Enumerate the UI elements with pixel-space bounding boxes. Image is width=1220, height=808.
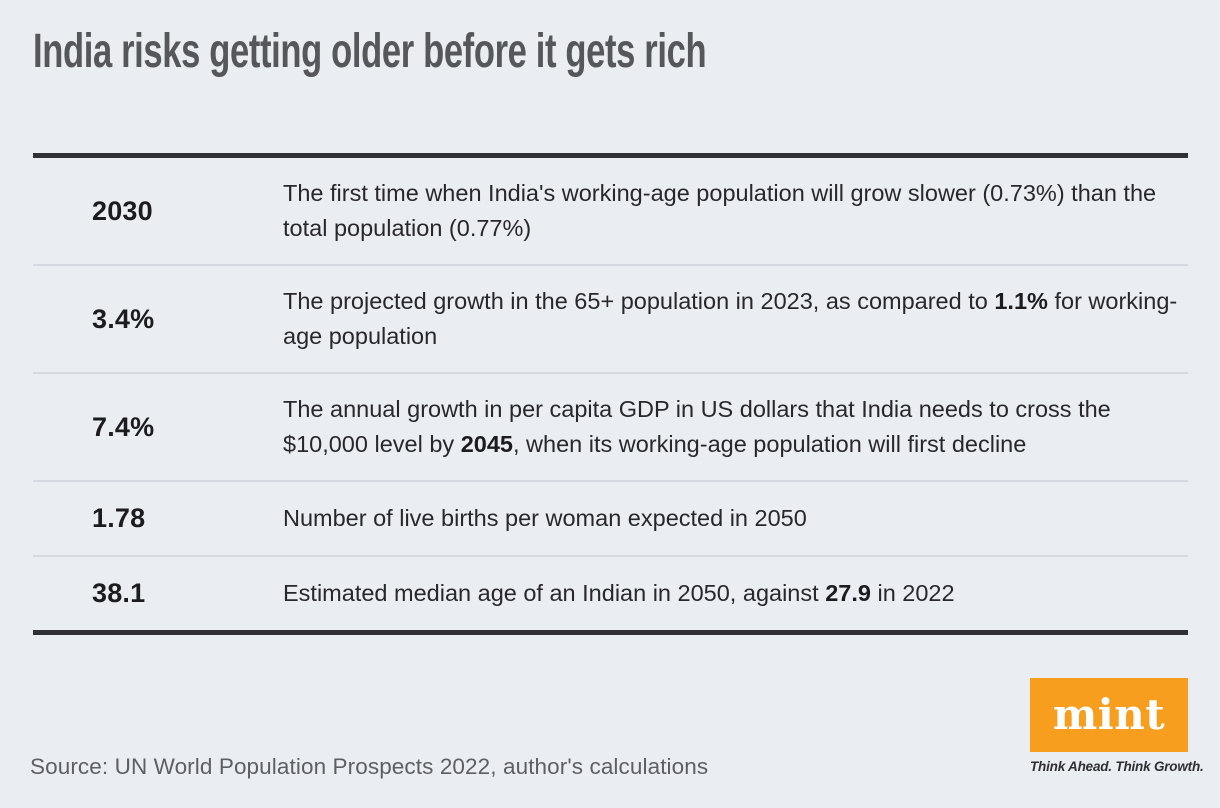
stat-value: 1.78 (92, 503, 146, 533)
table-row: 2030 The first time when India's working… (33, 158, 1188, 264)
description-highlight: 1.1% (994, 288, 1048, 314)
table-row: 3.4% The projected growth in the 65+ pop… (33, 264, 1188, 372)
description-text: Estimated median age of an Indian in 205… (283, 580, 826, 606)
table-row: 7.4% The annual growth in per capita GDP… (33, 372, 1188, 480)
description-text: The first time when India's working-age … (283, 180, 1157, 241)
mint-logo-wordmark: mint (1052, 690, 1166, 739)
stats-table: 2030 The first time when India's working… (33, 153, 1188, 635)
stat-description: The first time when India's working-age … (283, 176, 1188, 246)
table-row: 38.1 Estimated median age of an Indian i… (33, 555, 1188, 630)
stat-value: 3.4% (92, 303, 155, 334)
stat-description: The projected growth in the 65+ populati… (283, 284, 1188, 354)
table-row: 1.78 Number of live births per woman exp… (33, 480, 1188, 555)
description-text: for working-age population (283, 288, 1178, 349)
description-text: in 2022 (870, 580, 955, 606)
source-note: Source: UN World Population Prospects 20… (30, 754, 709, 779)
description-text: The annual growth in per capita GDP in U… (283, 396, 1111, 457)
stat-description: The annual growth in per capita GDP in U… (283, 392, 1188, 462)
stat-value: 7.4% (92, 411, 155, 442)
stat-value: 2030 (92, 195, 153, 226)
description-text: Number of live births per woman expected… (283, 505, 807, 531)
description-text: , when its working-age population will f… (512, 431, 1027, 457)
page-title: India risks getting older before it gets… (33, 25, 707, 78)
description-highlight: 2045 (460, 431, 513, 457)
stat-description: Estimated median age of an Indian in 205… (283, 576, 1188, 611)
mint-brand-block: mint Think Ahead. Think Growth. (1030, 678, 1204, 774)
description-highlight: 27.9 (825, 580, 871, 606)
description-text: The projected growth in the 65+ populati… (283, 288, 995, 314)
stat-value: 38.1 (92, 578, 146, 608)
brand-tagline: Think Ahead. Think Growth. (1030, 759, 1204, 774)
stat-description: Number of live births per woman expected… (283, 501, 1188, 536)
mint-logo: mint (1030, 678, 1188, 752)
